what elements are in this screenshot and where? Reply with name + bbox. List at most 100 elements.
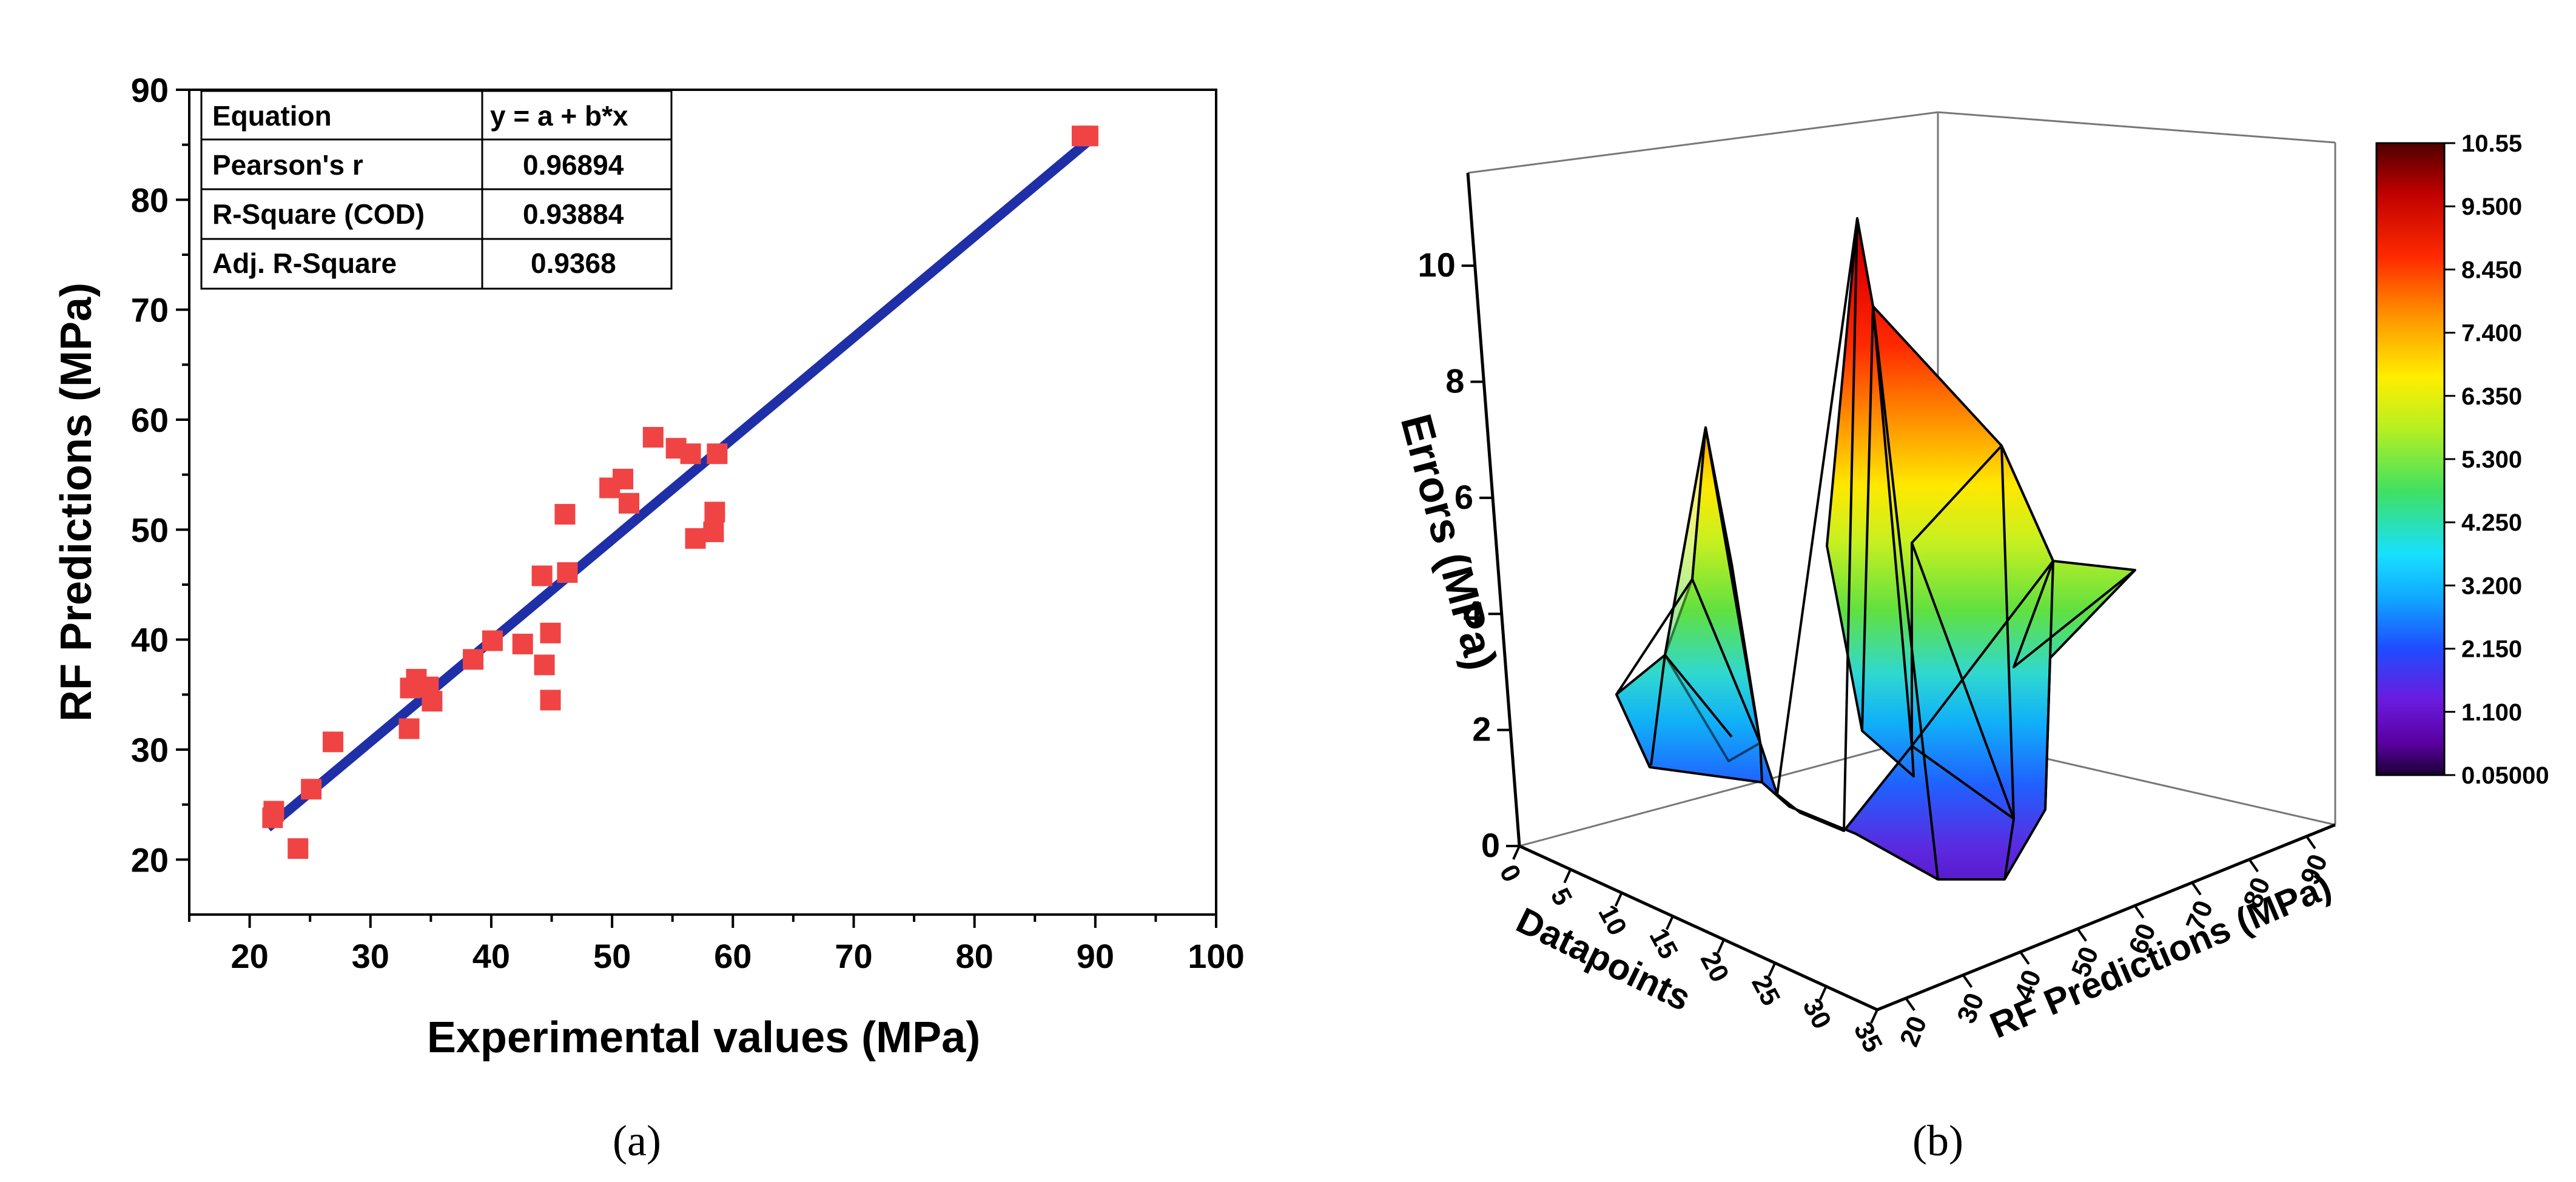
data-point bbox=[540, 622, 561, 643]
plot-frame bbox=[188, 89, 1217, 916]
fit-line-layer bbox=[264, 136, 1092, 831]
datapoints-tick bbox=[1870, 1009, 1878, 1024]
data-point bbox=[422, 691, 443, 712]
data-point bbox=[534, 654, 555, 676]
colorbar-tick-label: 3.200 bbox=[2461, 573, 2522, 599]
predictions-tick bbox=[2134, 905, 2145, 919]
y-tick-label: 50 bbox=[131, 511, 169, 549]
table-row-label: Adj. R-Square bbox=[212, 247, 397, 279]
datapoints-tick-label: 25 bbox=[1746, 970, 1786, 1010]
y-tick-label: 80 bbox=[131, 181, 169, 219]
data-point bbox=[554, 503, 576, 525]
stats-table: Equation y = a + b*x Pearson's r 0.96894… bbox=[200, 90, 673, 290]
datapoints-tick bbox=[1666, 915, 1674, 930]
x-axis-label: Experimental values (MPa) bbox=[427, 1013, 980, 1062]
predictions-tick bbox=[1962, 974, 1973, 988]
data-point bbox=[703, 521, 724, 542]
datapoints-tick bbox=[1818, 986, 1828, 1001]
data-point bbox=[707, 443, 728, 465]
table-row-label: R-Square (COD) bbox=[212, 198, 425, 230]
y-tick-label: 60 bbox=[131, 401, 169, 439]
data-point bbox=[323, 731, 344, 753]
predictions-tick bbox=[2191, 882, 2202, 896]
colorbar-tick-label: 7.400 bbox=[2461, 320, 2522, 347]
datapoints-tick bbox=[1767, 962, 1777, 977]
datapoints-tick bbox=[1563, 868, 1572, 884]
scatter-panel: 20 30 40 50 60 70 80 90 20 30 40 50 60 70 80 90 100 Equ… bbox=[52, 71, 1245, 1165]
colorbar-tick-label: 0.05000 bbox=[2461, 762, 2549, 789]
data-point bbox=[613, 468, 634, 489]
data-point bbox=[540, 690, 561, 711]
y-tick-label: 70 bbox=[131, 291, 169, 329]
datapoints-tick-label: 5 bbox=[1545, 883, 1578, 910]
data-point bbox=[680, 443, 701, 465]
table-row-value: 0.93884 bbox=[523, 198, 624, 230]
table-row-label: Equation bbox=[212, 100, 332, 132]
datapoints-tick-label: 30 bbox=[1797, 994, 1837, 1034]
colorbar-tick-label: 6.350 bbox=[2461, 383, 2522, 410]
predictions-tick bbox=[2305, 835, 2316, 850]
x-tick-label: 90 bbox=[1077, 937, 1114, 975]
data-point bbox=[1077, 126, 1098, 147]
predictions-tick bbox=[2248, 859, 2259, 873]
datapoints-tick bbox=[1512, 845, 1521, 860]
y-axis: 20 30 40 50 60 70 80 90 bbox=[131, 71, 189, 879]
data-point bbox=[399, 718, 420, 739]
z-tick-label: 8 bbox=[1445, 361, 1464, 400]
predictions-tick bbox=[2076, 928, 2087, 942]
panel-label-b: (b) bbox=[1912, 1117, 1963, 1165]
x-tick-label: 50 bbox=[593, 937, 631, 975]
data-point bbox=[463, 649, 484, 670]
x-tick-label: 100 bbox=[1188, 937, 1244, 975]
datapoints-tick bbox=[1717, 939, 1725, 954]
x-tick-label: 70 bbox=[835, 937, 872, 975]
x-tick-label: 40 bbox=[472, 937, 510, 975]
data-point bbox=[557, 562, 578, 583]
data-point bbox=[642, 427, 664, 448]
datapoints-tick bbox=[1614, 892, 1623, 907]
z-tick-label: 4 bbox=[1464, 594, 1482, 632]
error-surface bbox=[1615, 217, 2136, 881]
x-axis: 20 30 40 50 60 70 80 90 100 bbox=[188, 915, 1245, 975]
data-point bbox=[619, 492, 640, 514]
x-tick-label: 60 bbox=[714, 937, 752, 975]
panel-label-a: (a) bbox=[613, 1117, 661, 1165]
z-tick-label: 10 bbox=[1417, 246, 1455, 284]
data-point bbox=[704, 502, 725, 523]
data-point bbox=[531, 565, 553, 586]
x-tick-label: 80 bbox=[955, 937, 993, 975]
predictions-axis-label: RF Predictions (MPa) bbox=[1984, 865, 2337, 1046]
datapoints-tick-label: 15 bbox=[1644, 924, 1684, 964]
y-tick-label: 30 bbox=[131, 731, 169, 769]
data-point bbox=[301, 779, 322, 800]
y-tick-label: 20 bbox=[131, 841, 169, 879]
y-tick-label: 40 bbox=[131, 621, 169, 659]
data-points bbox=[262, 126, 1098, 859]
colorbar-tick-label: 10.55 bbox=[2461, 130, 2522, 157]
colorbar-ticks: 10.55 9.500 8.450 7.400 6.350 5.300 4.250 3.200… bbox=[2444, 130, 2549, 789]
data-point bbox=[263, 801, 284, 822]
y-axis-label: RF Predictions (MPa) bbox=[52, 283, 101, 722]
z-axis: 0 2 4 6 8 10 bbox=[1417, 246, 1519, 864]
colorbar-tick-label: 9.500 bbox=[2461, 193, 2522, 220]
z-tick-label: 0 bbox=[1481, 826, 1500, 864]
axes bbox=[1466, 172, 2336, 1012]
data-point bbox=[685, 528, 706, 549]
datapoints-tick-label: 35 bbox=[1848, 1017, 1888, 1057]
table-row-value: 0.9368 bbox=[531, 247, 616, 279]
colorbar-tick-label: 2.150 bbox=[2461, 636, 2522, 663]
colorbar-tick-label: 4.250 bbox=[2461, 509, 2522, 536]
data-point bbox=[482, 630, 503, 651]
colorbar-tick-label: 5.300 bbox=[2461, 446, 2522, 473]
table-row-value: y = a + b*x bbox=[490, 100, 628, 132]
table-row-label: Pearson's r bbox=[212, 149, 363, 181]
data-point bbox=[512, 633, 533, 654]
y-tick-label: 90 bbox=[131, 71, 169, 109]
x-tick-label: 20 bbox=[230, 937, 268, 975]
predictions-tick bbox=[2019, 951, 2030, 965]
predictions-tick bbox=[1905, 997, 1915, 1012]
data-point bbox=[288, 838, 309, 859]
fit-line bbox=[264, 136, 1092, 831]
